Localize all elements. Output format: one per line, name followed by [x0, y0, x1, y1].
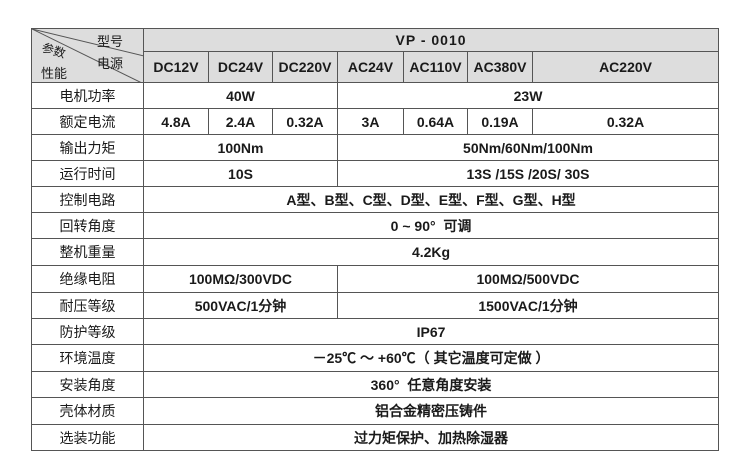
- svg-text:参数: 参数: [40, 40, 67, 61]
- svg-text:性能: 性能: [41, 66, 67, 81]
- svg-text:电源: 电源: [97, 56, 123, 71]
- svg-text:型号: 型号: [97, 34, 123, 49]
